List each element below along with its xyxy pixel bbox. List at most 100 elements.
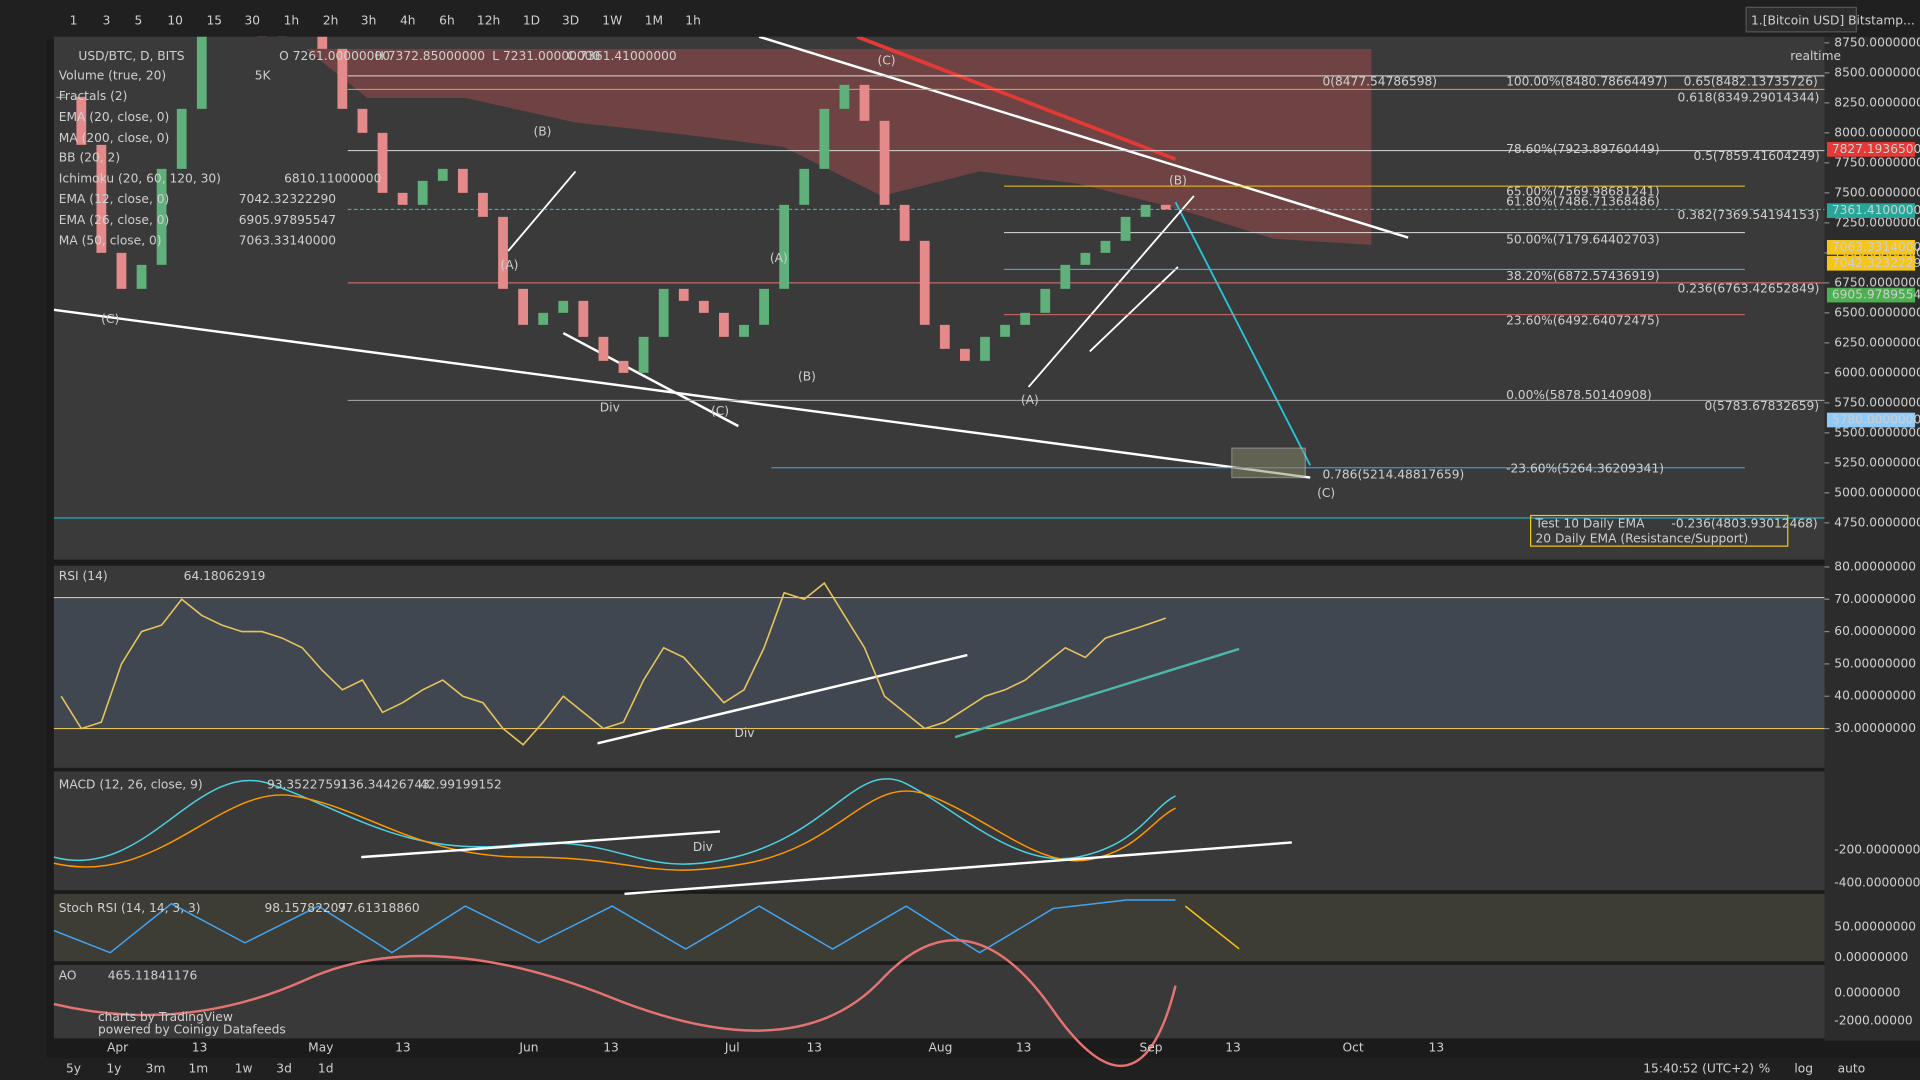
annotation: 20 Daily EMA (Resistance/Support) [1536, 531, 1749, 545]
interval-button[interactable]: 1h [685, 13, 701, 27]
interval-button[interactable]: 2h [323, 13, 339, 27]
pane-label: MACD (12, 26, close, 9) [59, 777, 203, 791]
time-label: 13 [395, 1041, 411, 1055]
range-button[interactable]: 3m [146, 1061, 166, 1075]
price-tag-label: 5780.00000000 [1832, 413, 1920, 427]
price-tag-label: 7063.33140000 [1832, 240, 1920, 254]
pane-value: 136.34426743 [340, 777, 430, 791]
candle [317, 36, 328, 49]
candle [598, 336, 609, 361]
price-label: 7750.00000000 [1834, 155, 1920, 169]
pane-value: 42.99199152 [420, 777, 502, 791]
indicator-value: 7042.32322290 [239, 192, 336, 206]
div-line [562, 331, 739, 428]
ohlc: O 7261.00000000 [279, 49, 390, 63]
indicator-label: EMA (12, close, 0) [59, 192, 170, 206]
annotation: (B) [798, 370, 816, 384]
candle [538, 312, 549, 325]
fib-label: -23.60%(5264.36209341) [1506, 461, 1664, 475]
fib-label: 0.618(8349.29014344) [1678, 90, 1820, 104]
interval-button[interactable]: 1D [523, 13, 540, 27]
candle [437, 168, 448, 181]
candle [277, 36, 288, 37]
indicator-value: 5K [255, 68, 272, 82]
price-label: 7500.00000000 [1834, 185, 1920, 199]
candle [417, 180, 428, 205]
fib-label: 0(5783.67832659) [1704, 399, 1819, 413]
candle [1040, 288, 1051, 313]
candle [779, 204, 790, 289]
auto-button[interactable]: auto [1838, 1061, 1866, 1075]
price-label: 6750.00000000 [1834, 275, 1920, 289]
indicator-label: MA (50, close, 0) [59, 234, 162, 248]
stoch-axis-label: 0.00000000 [1834, 950, 1908, 964]
range-button[interactable]: 5y [66, 1061, 81, 1075]
indicator-label: Volume (true, 20) [59, 68, 166, 82]
time-label: 13 [806, 1041, 822, 1055]
price-label: 6500.00000000 [1834, 305, 1920, 319]
range-button[interactable]: 1m [189, 1061, 209, 1075]
interval-button[interactable]: 3 [103, 13, 111, 27]
time-label: Aug [928, 1041, 952, 1055]
annotation: (A) [770, 251, 788, 265]
interval-button[interactable]: 6h [439, 13, 455, 27]
rsi-axis-label: 80.00000000 [1834, 559, 1916, 573]
candle [719, 312, 729, 337]
left-toolbar [0, 39, 47, 1063]
range-button[interactable]: 1w [235, 1061, 253, 1075]
symbol[interactable]: 1.[Bitcoin USD] Bitstamp... [1751, 13, 1915, 27]
candle [1140, 204, 1151, 217]
candle [116, 252, 127, 289]
range-button[interactable]: 1d [318, 1061, 334, 1075]
interval-button[interactable]: 1h [284, 13, 300, 27]
rsi-axis-label: 50.00000000 [1834, 656, 1916, 670]
indicator-value: 7063.33140000 [239, 234, 336, 248]
candle [980, 336, 990, 361]
price-label: 8000.00000000 [1834, 125, 1920, 139]
percent-button[interactable]: % [1759, 1061, 1771, 1075]
pane-label: AO [59, 968, 77, 982]
interval-button[interactable]: 15 [206, 13, 222, 27]
indicator-label: Fractals (2) [59, 89, 128, 103]
candle [518, 288, 528, 325]
fib-label: 61.80%(7486.71368486) [1506, 195, 1660, 209]
interval-button[interactable]: 10 [167, 13, 183, 27]
annotation: Div [693, 840, 713, 854]
range-button[interactable]: 1y [106, 1061, 121, 1075]
interval-button[interactable]: 3D [562, 13, 579, 27]
interval-button[interactable]: 30 [244, 13, 260, 27]
trendline [758, 36, 1409, 239]
time-label: Apr [107, 1041, 129, 1055]
range-button[interactable]: 3d [276, 1061, 292, 1075]
fib-label: 78.60%(7923.89760449) [1506, 142, 1660, 156]
interval-button[interactable]: 4h [400, 13, 416, 27]
candles [56, 36, 1171, 373]
ao-axis-label: 0.0000000 [1834, 986, 1900, 1000]
fib-label: 65.00%(7569.98681241) [1506, 185, 1660, 199]
interval-button[interactable]: 5 [134, 13, 142, 27]
candle [76, 96, 87, 145]
candle [357, 108, 368, 133]
interval-button[interactable]: 1M [645, 13, 663, 27]
interval-button[interactable]: 3h [361, 13, 377, 27]
candle [638, 336, 649, 373]
price-label: 6250.00000000 [1834, 335, 1920, 349]
log-button[interactable]: log [1794, 1061, 1813, 1075]
ohlc: H 7372.85000000 [375, 49, 485, 63]
annotation: (C) [101, 312, 119, 326]
candle [739, 324, 749, 337]
candle [899, 204, 910, 241]
fib-label: 0.382(7369.54194153) [1678, 208, 1820, 222]
time-label: 13 [192, 1041, 208, 1055]
channel [507, 170, 577, 252]
annotation: (B) [1169, 174, 1187, 188]
ohlc: C 7361.41000000 [567, 49, 677, 63]
interval-button[interactable]: 1W [602, 13, 622, 27]
ohlc: L 7231.00000000 [492, 49, 600, 63]
interval-button[interactable]: 1 [70, 13, 78, 27]
candle [618, 360, 629, 373]
time-label: 13 [1016, 1041, 1032, 1055]
pane-label: Stoch RSI (14, 14, 3, 3) [59, 901, 201, 915]
interval-button[interactable]: 12h [477, 13, 500, 27]
